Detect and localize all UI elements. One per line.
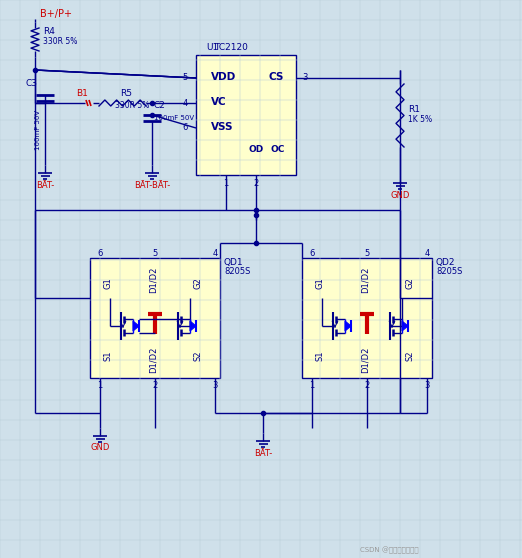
Text: S2: S2 xyxy=(194,351,203,361)
Text: TC2120: TC2120 xyxy=(214,42,248,51)
Bar xyxy=(302,258,432,378)
Text: VSS: VSS xyxy=(211,122,233,132)
Text: U1: U1 xyxy=(206,42,218,51)
Text: D1/D2: D1/D2 xyxy=(361,347,370,373)
Text: 6: 6 xyxy=(310,248,315,257)
Polygon shape xyxy=(133,321,139,331)
Text: 3: 3 xyxy=(424,382,430,391)
Polygon shape xyxy=(402,321,408,331)
Text: 5: 5 xyxy=(364,248,370,257)
Text: 3: 3 xyxy=(302,74,307,83)
Text: G1: G1 xyxy=(103,277,113,289)
Text: 3: 3 xyxy=(212,382,218,391)
Polygon shape xyxy=(190,321,196,331)
Text: S1: S1 xyxy=(103,351,113,361)
Text: CS: CS xyxy=(269,72,284,82)
Text: 2: 2 xyxy=(253,179,258,187)
Text: 2: 2 xyxy=(152,382,158,391)
Text: R5: R5 xyxy=(120,89,132,98)
Text: 6: 6 xyxy=(183,123,188,132)
Text: OC: OC xyxy=(271,146,285,155)
Text: 2: 2 xyxy=(364,382,370,391)
Text: G2: G2 xyxy=(194,277,203,289)
Text: 8205S: 8205S xyxy=(436,267,462,277)
Text: 5: 5 xyxy=(152,248,158,257)
Text: 1: 1 xyxy=(310,382,315,391)
Text: BĀT-: BĀT- xyxy=(36,180,54,190)
Text: 8205S: 8205S xyxy=(224,267,251,277)
Text: CSDN @微电子公司博客: CSDN @微电子公司博客 xyxy=(360,546,419,554)
Text: VC: VC xyxy=(211,97,227,107)
Text: 4: 4 xyxy=(424,248,430,257)
Text: BĀT-BĀT-: BĀT-BĀT- xyxy=(134,180,170,190)
Text: 100mF 50V: 100mF 50V xyxy=(35,110,41,150)
Text: B1: B1 xyxy=(76,89,88,98)
Text: 6: 6 xyxy=(97,248,103,257)
Text: GND: GND xyxy=(390,190,410,200)
Polygon shape xyxy=(345,321,351,331)
Text: 1: 1 xyxy=(223,179,229,187)
Text: QD2: QD2 xyxy=(436,257,456,267)
Text: 4: 4 xyxy=(183,99,188,108)
Text: 4: 4 xyxy=(212,248,218,257)
Text: 1K 5%: 1K 5% xyxy=(408,114,432,123)
Text: S1: S1 xyxy=(315,351,325,361)
Text: G1: G1 xyxy=(315,277,325,289)
Text: BĀT-: BĀT- xyxy=(254,449,272,458)
Text: 100mF 50V: 100mF 50V xyxy=(154,115,194,121)
Text: B+/P+: B+/P+ xyxy=(40,9,72,19)
Text: OD: OD xyxy=(248,146,264,155)
Text: GND: GND xyxy=(90,444,110,453)
Text: D1/D2: D1/D2 xyxy=(361,267,370,293)
Text: C3: C3 xyxy=(25,79,37,88)
Text: R1: R1 xyxy=(408,104,420,113)
Text: 1: 1 xyxy=(98,382,103,391)
Bar xyxy=(196,55,296,175)
Text: S2: S2 xyxy=(406,351,414,361)
Text: VDD: VDD xyxy=(211,72,236,82)
Text: 330R 5%: 330R 5% xyxy=(115,100,149,109)
Text: R4: R4 xyxy=(43,27,55,36)
Text: G2: G2 xyxy=(406,277,414,289)
Text: D1/D2: D1/D2 xyxy=(148,347,158,373)
Text: 5: 5 xyxy=(183,74,188,83)
Bar xyxy=(90,258,220,378)
Text: QD1: QD1 xyxy=(224,257,244,267)
Text: 330R 5%: 330R 5% xyxy=(43,36,77,46)
Text: D1/D2: D1/D2 xyxy=(148,267,158,293)
Text: C2: C2 xyxy=(154,100,166,109)
